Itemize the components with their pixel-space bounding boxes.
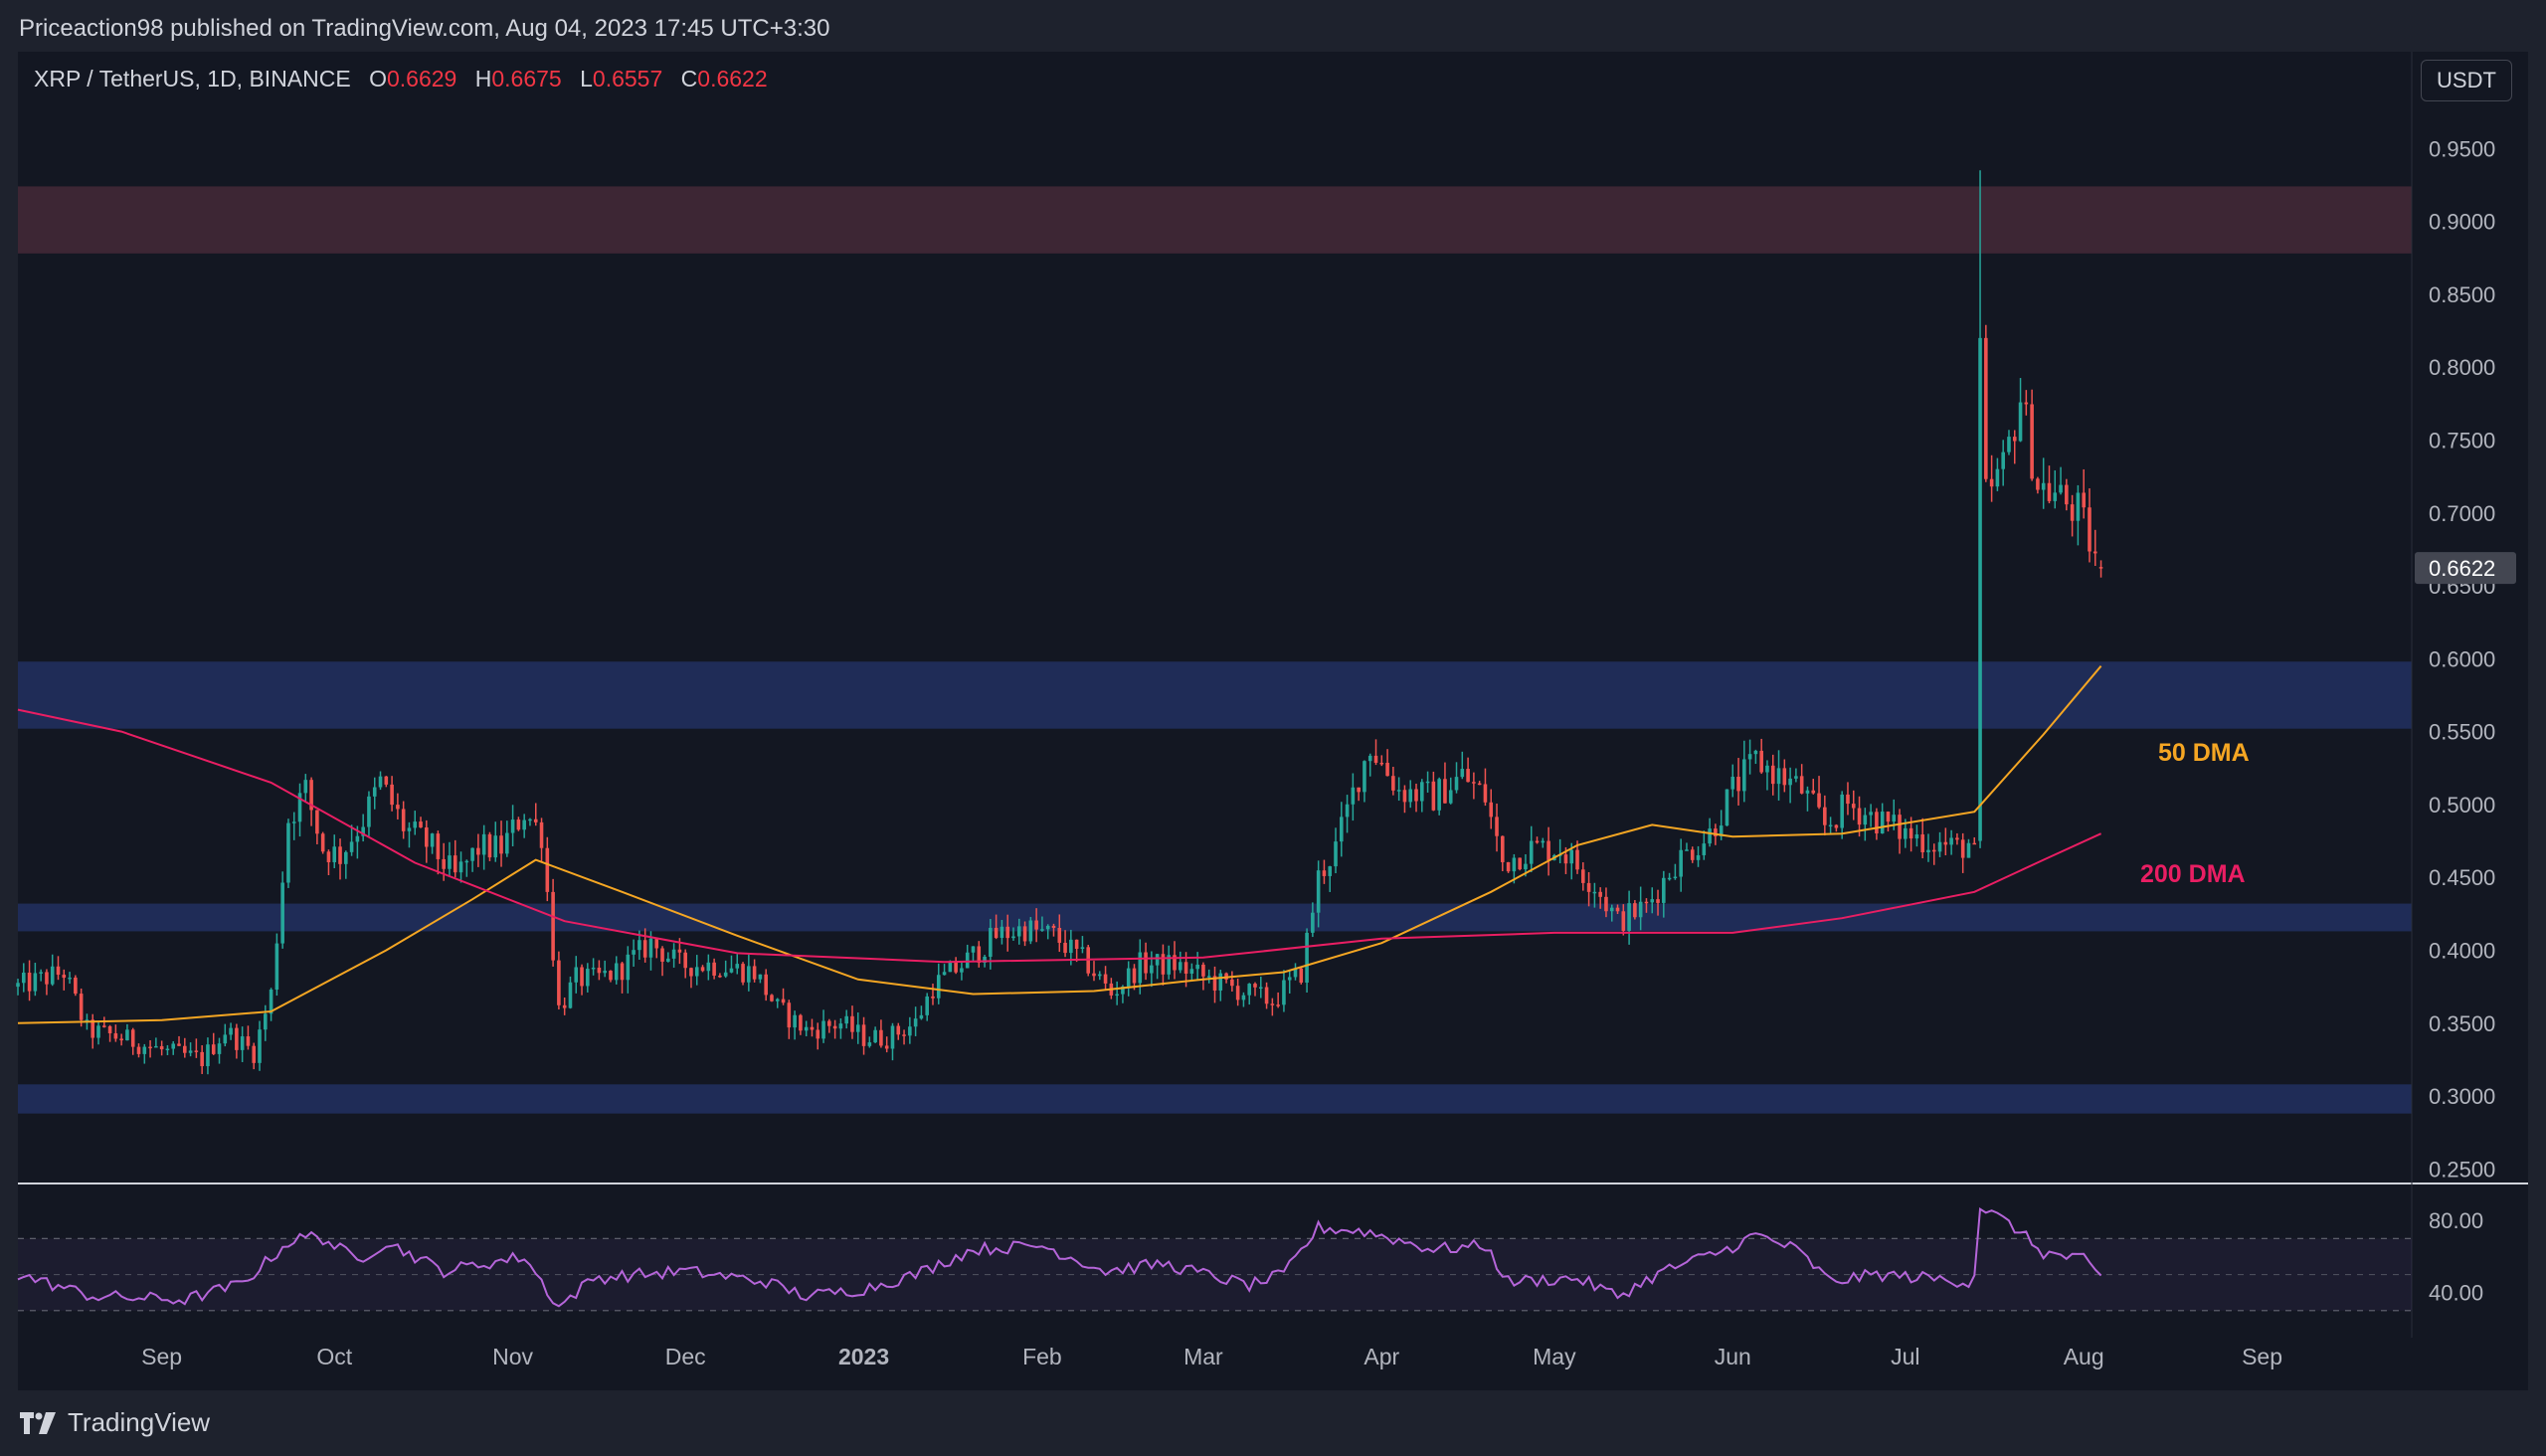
symbol-label: XRP / TetherUS, 1D, BINANCE: [34, 66, 351, 91]
top-bar: Priceaction98 published on TradingView.c…: [0, 0, 2546, 52]
open-label: O: [369, 66, 387, 91]
close-value: 0.6622: [697, 66, 768, 91]
ohlc-legend: XRP / TetherUS, 1D, BINANCE O0.6629 H0.6…: [34, 66, 768, 92]
high-label: H: [474, 66, 492, 91]
open-value: 0.6629: [387, 66, 457, 91]
low-label: L: [580, 66, 593, 91]
currency-button[interactable]: USDT: [2421, 60, 2512, 101]
high-value: 0.6675: [491, 66, 562, 91]
published-info: Priceaction98 published on TradingView.c…: [19, 15, 830, 42]
close-label: C: [680, 66, 698, 91]
tradingview-logo-icon: [20, 1411, 56, 1434]
bottom-bar: [0, 1390, 2546, 1456]
tradingview-brand[interactable]: TradingView: [18, 1407, 210, 1438]
tradingview-brand-label: TradingView: [68, 1407, 211, 1437]
low-value: 0.6557: [592, 66, 663, 91]
chart-panel[interactable]: [18, 52, 2528, 1390]
